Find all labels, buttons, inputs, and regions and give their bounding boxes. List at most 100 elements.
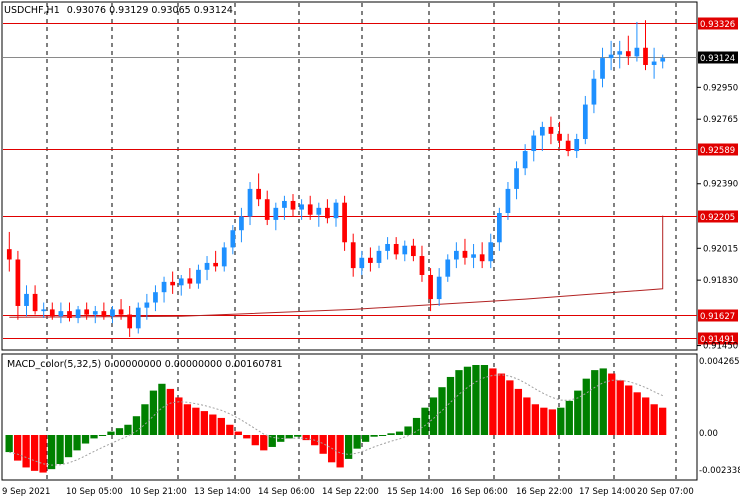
time-axis-label: 16 Sep 22:00 [516,487,573,497]
candle-body [196,269,201,284]
candle-body [92,311,98,315]
time-axis-label: 16 Sep 06:00 [451,487,508,497]
candle-body [385,243,390,251]
time-axis-label: 10 Sep 21:00 [130,487,187,497]
macd-bar [5,435,13,453]
candle-body [247,188,253,217]
macd-bar [81,435,90,444]
current-price-label: 0.93124 [700,54,735,64]
macd-bar [455,370,463,435]
macd-bar [472,365,480,435]
macd-bar [557,407,565,435]
candle-body [368,257,373,263]
macd-bar [141,404,149,435]
candle-body [402,245,408,255]
macd-bar [480,365,489,435]
candle-body [479,254,485,262]
candle-body [574,138,580,152]
macd-bar [22,435,30,468]
candle-body [531,135,537,152]
level-price-label: 0.93326 [700,20,735,30]
macd-bar [344,435,353,459]
price-axis-label: 0.92765 [703,115,738,125]
macd-bar [650,404,658,435]
candle-body [239,216,244,231]
macd-bar [183,404,192,435]
macd-bar [506,380,514,435]
candle-body [625,51,631,57]
price-axis-label: 0.92015 [703,244,738,254]
candle-body [144,302,150,308]
macd-bar [412,417,421,435]
candle-body [548,126,554,134]
macd-bar [625,385,633,435]
current-price-tag [698,51,738,64]
price-axis-label: 0.91450 [703,342,738,352]
macd-axis-label: -0.0023384 [699,466,740,476]
candle-body [660,58,666,62]
candle-body [419,256,425,275]
candle-body [411,245,416,257]
price-axis-label: 0.92950 [703,83,738,93]
candle-body [282,200,287,208]
macd-bar [540,407,548,435]
macd-bar [608,373,616,435]
candle-body [376,250,382,263]
level-price-label: 0.91491 [700,335,735,345]
level-price-tag [698,309,738,322]
macd-bar [531,404,539,435]
macd-bar [234,431,242,435]
macd-bar [277,435,285,442]
macd-bar [192,407,200,435]
macd-bar [463,366,472,435]
main-pane-frame [1,1,698,351]
candle-body [436,276,442,300]
candle-body [75,309,81,319]
macd-bar [149,390,158,435]
macd-bar [378,435,387,436]
candle-body [178,278,184,286]
macd-bar [73,435,81,451]
symbol-label: USDCHF,H1 [4,5,60,16]
candle-body [565,140,571,152]
candle-body [67,311,72,319]
macd-bar [56,435,64,465]
macd-bar [260,435,268,451]
candle-body [643,47,648,65]
macd-bar [421,407,429,435]
price-axis-label: 0.91830 [703,276,738,286]
macd-bar [132,416,141,435]
macd-bar [158,383,166,435]
candle-body [187,278,193,284]
macd-pane-frame [1,353,698,481]
macd-bar [107,431,115,435]
macd-bar [336,435,344,468]
macd-bar [175,397,183,435]
macd-label: MACD_color(5,32,5) 0.00000000 0.00000000… [7,359,283,370]
candle-body [617,51,623,55]
macd-bar [200,411,208,435]
candle-body [505,188,511,214]
macd-bar [565,400,573,435]
level-price-label: 0.91627 [700,312,735,322]
macd-bar [523,397,531,435]
candle-body [58,311,64,317]
macd-bar [438,387,446,435]
candle-body [634,47,640,57]
macd-bar [404,426,412,435]
macd-bar [353,435,361,449]
candle-body [41,309,47,312]
candle-body [101,311,107,317]
macd-axis-label: 0.0042656 [699,357,740,367]
candle-body [213,262,219,267]
candle-body [204,262,210,270]
candle-body [161,281,167,293]
ohlc-values: 0.93076 0.93129 0.93065 0.93124 [67,5,233,16]
candle-body [608,54,614,59]
candle-body [393,243,399,255]
macd-bar [599,368,607,435]
candle-body [453,250,459,260]
candle-body [307,204,313,215]
